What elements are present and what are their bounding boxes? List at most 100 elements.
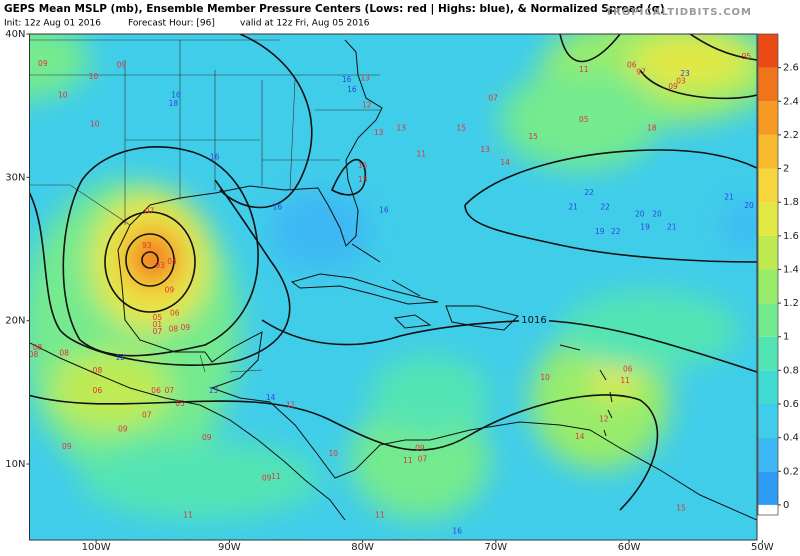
x-tick-label: 80W xyxy=(351,542,374,552)
pressure-center: 07 xyxy=(165,386,175,395)
colorbar: 0 0.2 0.4 0.6 0.8 1 1.2 1.4 1.6 1.8 2 2.2 2.4 2.6 xyxy=(757,33,799,516)
pressure-center: 13 xyxy=(396,124,406,133)
pressure-center: 13 xyxy=(209,386,219,395)
pressure-center: 93 xyxy=(142,241,152,250)
pressure-center: 18 xyxy=(169,99,179,108)
pressure-center: 09 xyxy=(165,286,175,295)
pressure-center: 93 xyxy=(155,261,165,270)
pressure-center: 14 xyxy=(266,393,276,402)
isobar xyxy=(330,158,367,196)
pressure-center: 05 xyxy=(579,115,589,124)
colorbar-tick-label: 0.2 xyxy=(783,466,799,477)
pressure-center: 20 xyxy=(652,210,662,219)
isobar xyxy=(219,34,313,209)
pressure-center: 15 xyxy=(358,161,368,170)
axes: 100W 90W 80W 70W 60W 50W 10N 20N 30N 40N xyxy=(5,29,774,553)
colorbar-segment xyxy=(758,101,778,135)
map-frame xyxy=(29,33,758,541)
pressure-center: 13 xyxy=(360,73,370,82)
colorbar-tick-label: 1.4 xyxy=(783,264,799,275)
forecast-hour: Forecast Hour: [96] xyxy=(128,19,215,29)
colorbar-frame xyxy=(757,33,779,516)
x-tick-label: 60W xyxy=(618,542,641,552)
pressure-center: 08 xyxy=(29,350,39,359)
pressure-center: 09 xyxy=(117,61,127,70)
colorbar-segment xyxy=(758,202,778,236)
pressure-center: 03 xyxy=(676,76,686,85)
pressure-center: 23 xyxy=(680,69,690,78)
pressure-center: 07 xyxy=(145,207,155,216)
pressure-center: 20 xyxy=(635,210,645,219)
x-tick-label: 50W xyxy=(751,542,774,552)
colorbar-segment xyxy=(758,471,778,505)
isobar xyxy=(464,149,757,263)
colorbar-segment xyxy=(758,235,778,270)
colorbar-segment xyxy=(758,269,778,304)
pressure-center: 22 xyxy=(611,227,621,236)
pressure-center: 15 xyxy=(676,503,686,512)
pressure-center: 09 xyxy=(668,82,678,91)
colorbar-under xyxy=(758,504,778,515)
isobar-label-bg xyxy=(519,313,549,326)
colorbar-tick-label: 2.4 xyxy=(783,96,799,107)
colorbar-tick-label: 0.4 xyxy=(783,433,799,444)
pressure-center: 07 xyxy=(142,410,152,419)
pressure-center: 21 xyxy=(724,192,734,201)
pressure-center: 19 xyxy=(640,223,650,232)
pressure-center: 10 xyxy=(329,449,339,458)
island xyxy=(445,305,519,331)
isobar xyxy=(125,233,175,287)
y-tick-label: 40N xyxy=(5,29,25,40)
x-tick-label: 90W xyxy=(218,542,241,552)
pressure-center: 14 xyxy=(500,158,510,167)
pressure-center: 16 xyxy=(342,75,352,84)
pressure-center: 14 xyxy=(575,432,585,441)
colorbar-segment xyxy=(758,437,778,472)
state-lines xyxy=(29,39,380,373)
pressure-center: 97 xyxy=(636,68,646,77)
isobar xyxy=(29,394,659,511)
pressure-center: 21 xyxy=(667,223,677,232)
pressure-center: 05 xyxy=(175,399,185,408)
pressure-center: 06 xyxy=(170,309,180,318)
pressure-center: 06 xyxy=(627,61,637,70)
pressure-center: 95 xyxy=(742,52,752,61)
pressure-center: 10 xyxy=(89,72,99,81)
colorbar-tick-label: 1 xyxy=(783,332,789,343)
colorbar-segment xyxy=(758,303,778,337)
pressure-center: 07 xyxy=(153,327,163,336)
pressure-center: 16 xyxy=(379,205,389,214)
pressure-center: 09 xyxy=(181,323,191,332)
pressure-center: 06 xyxy=(93,386,103,395)
pressure-center: 21 xyxy=(568,202,578,211)
colorbar-tick-label: 0 xyxy=(783,500,789,511)
pressure-center: 16 xyxy=(273,202,283,211)
pressure-center: 11 xyxy=(286,400,296,409)
pressure-center: 09 xyxy=(118,425,128,434)
watermark: TROPICALTIDBITS.COM xyxy=(605,7,752,18)
colorbar-tick-label: 2 xyxy=(783,164,789,175)
x-tick-label: 70W xyxy=(485,542,508,552)
pressure-center: 16 xyxy=(171,91,181,100)
pressure-center: 07 xyxy=(418,455,428,464)
pressure-center: 05 xyxy=(153,313,163,322)
pressure-center: 16 xyxy=(347,85,357,94)
pressure-center: 22 xyxy=(584,188,594,197)
coastline xyxy=(117,224,757,521)
isobar xyxy=(29,179,291,366)
valid-time: valid at 12z Fri, Aug 05 2016 xyxy=(240,19,370,29)
pressure-center: 08 xyxy=(33,343,43,352)
pressure-center: 01 xyxy=(153,320,163,329)
x-tick-label: 100W xyxy=(82,542,111,552)
pressure-center: 11 xyxy=(403,456,413,465)
pressure-center: 09 xyxy=(38,59,48,68)
pressure-center: 11 xyxy=(416,149,426,158)
colorbar-segment xyxy=(758,67,778,102)
pressure-center: 07 xyxy=(488,94,498,103)
pressure-center: 12 xyxy=(115,353,125,362)
colorbar-segment xyxy=(758,370,778,404)
pressure-center: 09 xyxy=(62,442,72,451)
